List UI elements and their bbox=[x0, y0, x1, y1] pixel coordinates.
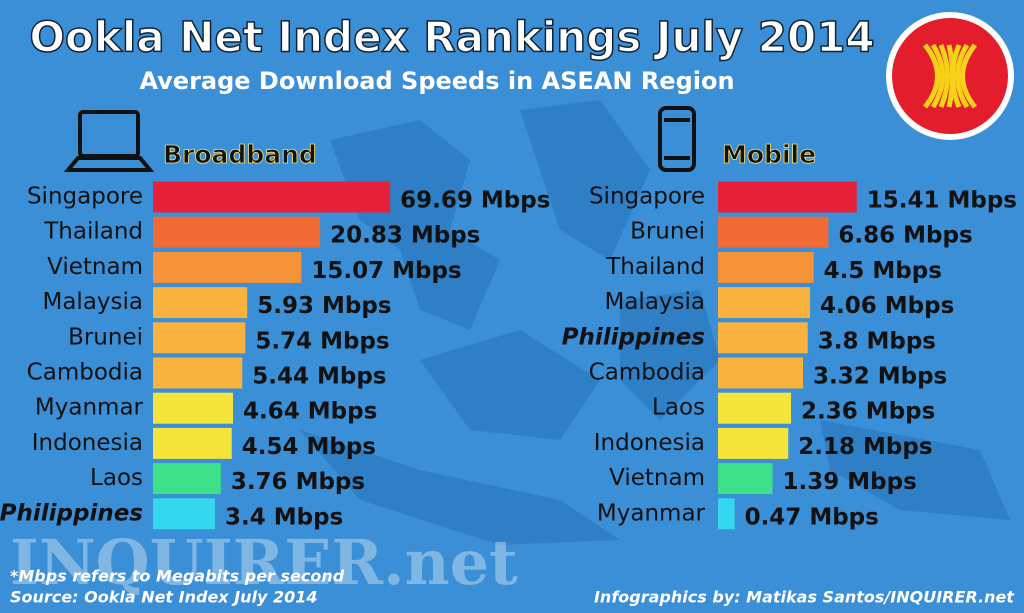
title: Ookla Net Index Rankings July 2014 bbox=[29, 13, 874, 62]
bar bbox=[153, 181, 391, 213]
subtitle: Average Download Speeds in ASEAN Region bbox=[139, 67, 734, 95]
bar bbox=[153, 463, 221, 495]
bar bbox=[153, 216, 321, 248]
value-label: 1.39 Mbps bbox=[783, 469, 917, 495]
value-label: 4.54 Mbps bbox=[242, 434, 376, 460]
phone-icon bbox=[658, 106, 696, 172]
category-label: Laos bbox=[652, 395, 705, 421]
category-label: Philippines bbox=[562, 324, 705, 350]
value-label: 4.64 Mbps bbox=[243, 399, 377, 425]
bar bbox=[718, 357, 803, 389]
value-label: 15.07 Mbps bbox=[311, 258, 461, 284]
bar bbox=[718, 392, 792, 424]
category-label: Indonesia bbox=[32, 430, 143, 456]
laptop-icon bbox=[63, 110, 155, 172]
category-label: Singapore bbox=[27, 184, 143, 210]
value-label: 15.41 Mbps bbox=[867, 188, 1017, 214]
category-label: Indonesia bbox=[594, 430, 705, 456]
category-label: Malaysia bbox=[42, 289, 143, 315]
category-label: Philippines bbox=[0, 500, 143, 526]
credit: Infographics by: Matikas Santos/INQUIRER… bbox=[594, 588, 1015, 607]
chart-title: Mobile bbox=[722, 140, 816, 169]
category-label: Myanmar bbox=[597, 500, 706, 526]
category-label: Malaysia bbox=[604, 289, 705, 315]
bar bbox=[153, 251, 302, 283]
value-label: 2.18 Mbps bbox=[798, 434, 932, 460]
category-label: Laos bbox=[90, 465, 143, 491]
value-label: 3.4 Mbps bbox=[225, 504, 343, 530]
value-label: 5.44 Mbps bbox=[252, 364, 386, 390]
value-label: 5.93 Mbps bbox=[257, 293, 391, 319]
value-label: 3.32 Mbps bbox=[813, 364, 947, 390]
bar bbox=[153, 357, 243, 389]
category-label: Cambodia bbox=[27, 360, 143, 386]
bar bbox=[718, 251, 814, 283]
category-label: Vietnam bbox=[609, 465, 705, 491]
value-label: 3.76 Mbps bbox=[231, 469, 365, 495]
bar bbox=[718, 463, 773, 495]
category-label: Cambodia bbox=[589, 360, 705, 386]
value-label: 69.69 Mbps bbox=[400, 188, 550, 214]
footnote: *Mbps refers to Megabits per second bbox=[10, 567, 345, 586]
category-label: Myanmar bbox=[35, 395, 144, 421]
category-label: Brunei bbox=[68, 324, 143, 350]
bar bbox=[718, 322, 808, 354]
bar bbox=[153, 427, 232, 459]
bar bbox=[153, 498, 215, 530]
value-label: 5.74 Mbps bbox=[255, 328, 389, 354]
category-label: Singapore bbox=[589, 184, 705, 210]
value-label: 3.8 Mbps bbox=[818, 328, 936, 354]
bar bbox=[718, 216, 829, 248]
bar bbox=[718, 498, 735, 530]
bar bbox=[718, 287, 811, 319]
map bbox=[300, 100, 1010, 545]
bar bbox=[153, 287, 248, 319]
value-label: 20.83 Mbps bbox=[330, 223, 480, 249]
category-label: Thailand bbox=[43, 219, 143, 245]
bar bbox=[718, 427, 789, 459]
bar bbox=[718, 181, 857, 213]
value-label: 6.86 Mbps bbox=[838, 223, 972, 249]
value-label: 4.06 Mbps bbox=[820, 293, 954, 319]
category-label: Thailand bbox=[605, 254, 705, 280]
chart-title: Broadband bbox=[163, 140, 317, 169]
category-label: Vietnam bbox=[47, 254, 143, 280]
value-label: 4.5 Mbps bbox=[824, 258, 942, 284]
source: Source: Ookla Net Index July 2014 bbox=[10, 588, 318, 607]
bar bbox=[153, 322, 246, 354]
asean-logo bbox=[886, 12, 1014, 140]
watermark: INQUIRER.net bbox=[10, 526, 518, 599]
bar bbox=[153, 392, 234, 424]
category-label: Brunei bbox=[630, 219, 705, 245]
value-label: 0.47 Mbps bbox=[745, 504, 879, 530]
value-label: 2.36 Mbps bbox=[801, 399, 935, 425]
